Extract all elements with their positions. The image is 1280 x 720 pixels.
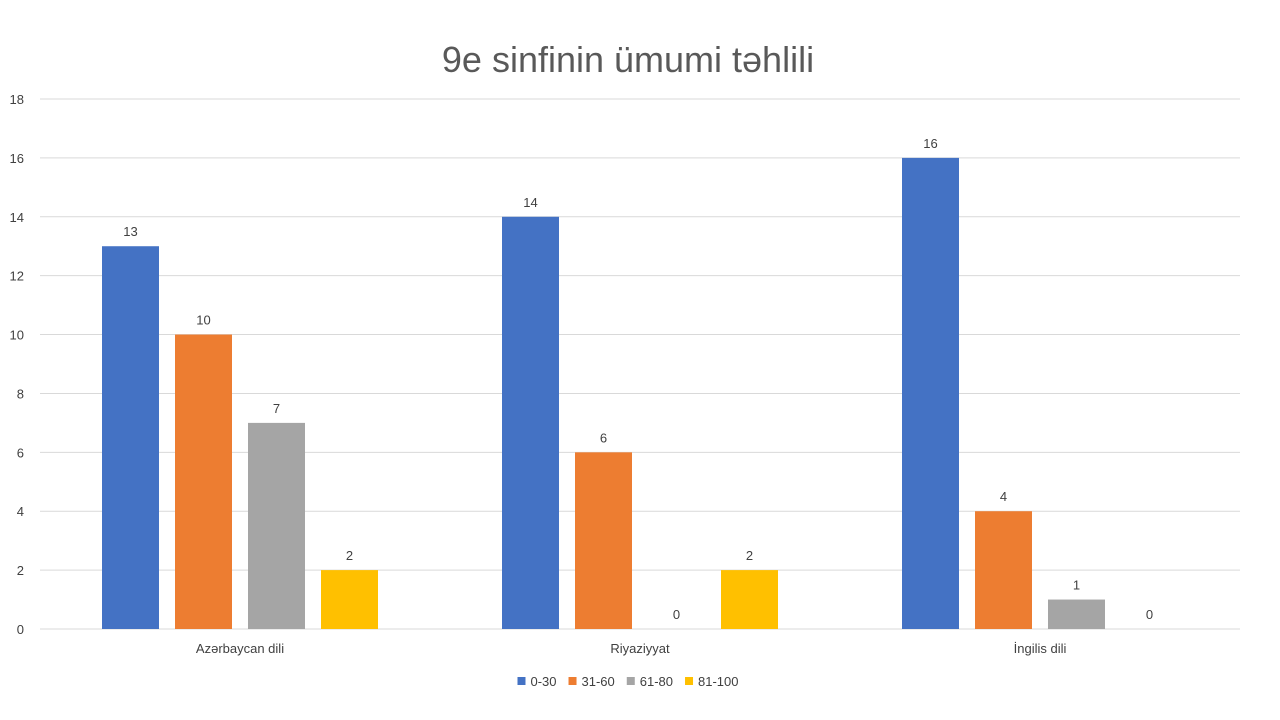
y-tick-label: 0 xyxy=(17,622,24,637)
y-tick-label: 12 xyxy=(10,269,24,284)
x-axis-categories: Azərbaycan dili Riyaziyyat İngilis dili xyxy=(196,641,1067,656)
legend-swatch xyxy=(517,677,526,685)
data-label: 1 xyxy=(1073,578,1080,593)
data-label: 14 xyxy=(523,195,537,210)
bar xyxy=(321,570,378,629)
legend-label: 81-100 xyxy=(698,674,738,689)
data-label: 0 xyxy=(673,607,680,622)
y-tick-label: 14 xyxy=(10,210,24,225)
legend-swatch xyxy=(568,677,577,685)
bar xyxy=(902,157,959,629)
legend-label: 61-80 xyxy=(640,674,673,689)
data-label: 4 xyxy=(1000,489,1007,504)
y-tick-label: 2 xyxy=(17,563,24,578)
bar xyxy=(502,216,559,629)
data-label: 13 xyxy=(123,224,137,239)
chart-title: 9e sinfinin ümumi təhlili xyxy=(442,39,814,80)
data-label: 2 xyxy=(746,548,753,563)
y-tick-label: 16 xyxy=(10,151,24,166)
data-label: 10 xyxy=(196,313,210,328)
y-tick-label: 18 xyxy=(10,92,24,107)
x-category-label: Riyaziyyat xyxy=(610,641,670,656)
bar xyxy=(975,511,1032,629)
bar xyxy=(721,570,778,629)
bar xyxy=(575,452,632,629)
y-axis-ticks: 0 2 4 6 8 10 12 14 16 18 xyxy=(10,92,24,637)
y-tick-label: 10 xyxy=(10,328,24,343)
data-label: 2 xyxy=(346,548,353,563)
bar xyxy=(1048,599,1105,629)
x-category-label: İngilis dili xyxy=(1014,641,1067,656)
bar xyxy=(248,422,305,629)
y-tick-label: 8 xyxy=(17,386,24,401)
legend-swatch xyxy=(626,677,635,685)
legend-swatch xyxy=(685,677,694,685)
y-tick-label: 4 xyxy=(17,504,24,519)
legend: 0-30 31-60 61-80 81-100 xyxy=(517,674,739,689)
data-label: 0 xyxy=(1146,607,1153,622)
gridlines xyxy=(40,98,1240,630)
bars xyxy=(102,157,1105,629)
bar xyxy=(175,334,232,629)
bar xyxy=(102,246,159,629)
data-label: 7 xyxy=(273,401,280,416)
legend-label: 0-30 xyxy=(530,674,556,689)
x-category-label: Azərbaycan dili xyxy=(196,641,284,656)
data-label: 6 xyxy=(600,430,607,445)
data-label: 16 xyxy=(923,136,937,151)
legend-label: 31-60 xyxy=(582,674,615,689)
y-tick-label: 6 xyxy=(17,445,24,460)
